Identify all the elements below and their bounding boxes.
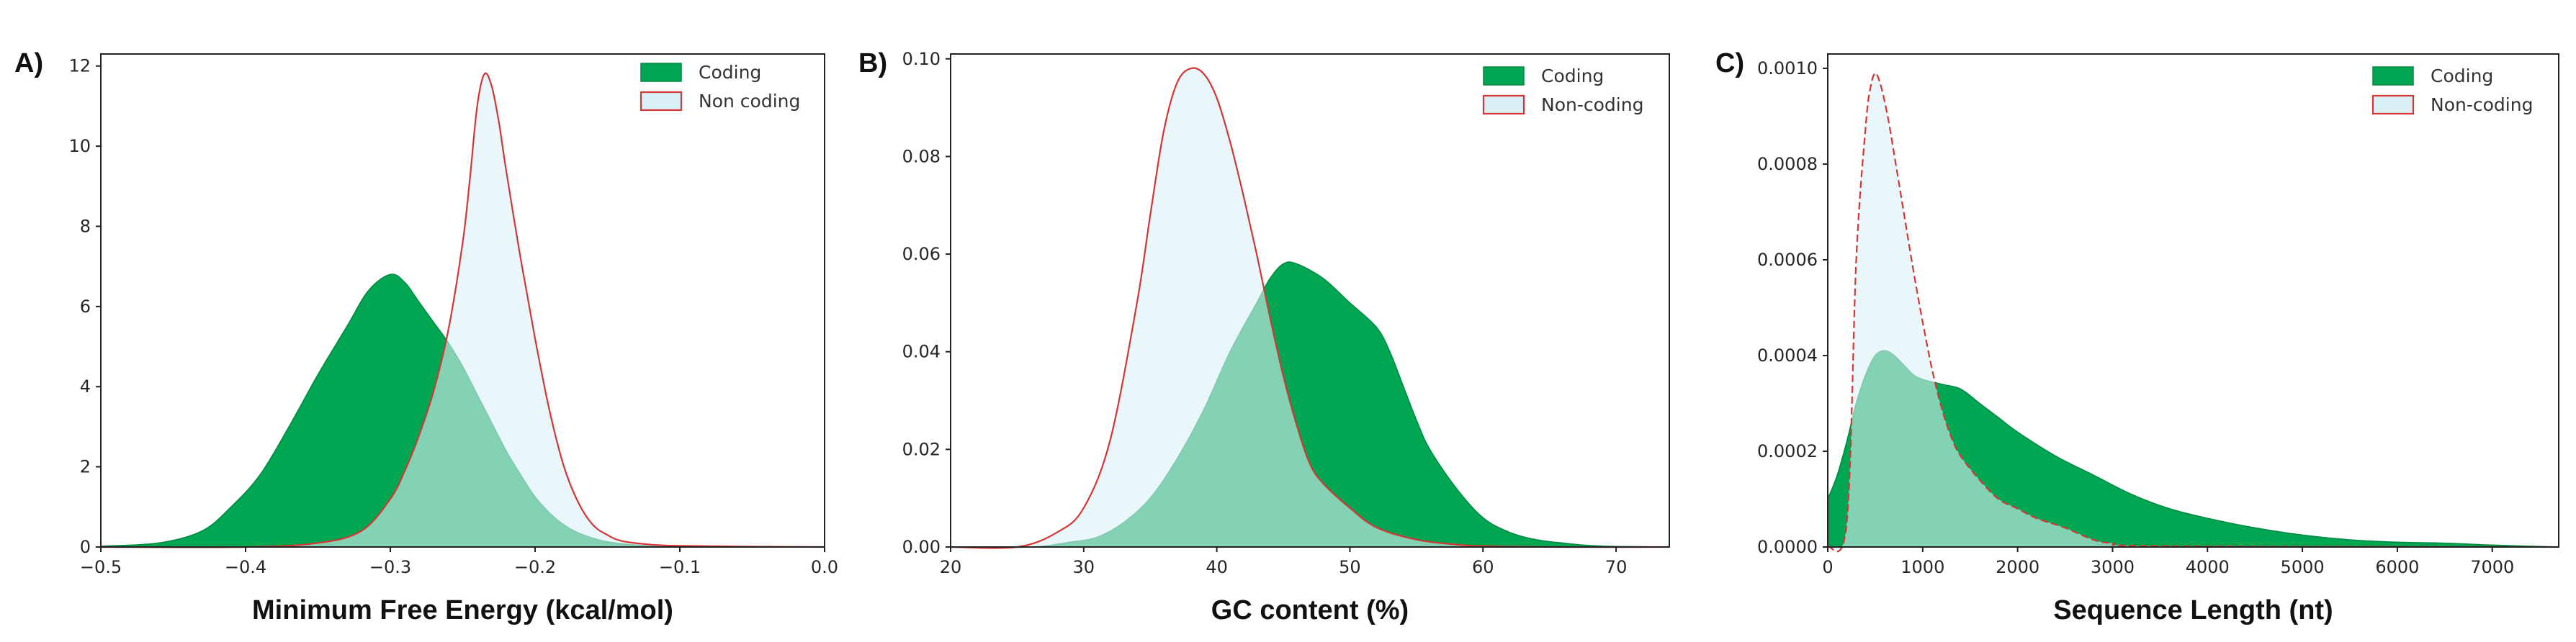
legend-label-coding: Coding — [699, 62, 761, 83]
legend-swatch-non-coding — [1482, 94, 1525, 115]
x-tick-label-a: −0.2 — [514, 557, 556, 577]
panel-a: −0.5 −0.4 −0.3 −0.2 −0.1 0.0 0 2 4 6 8 10 12 Minimum … — [0, 0, 843, 642]
y-tick-label-c: 0.0002 — [1757, 441, 1818, 461]
y-tick-label-c: 0.0010 — [1757, 58, 1818, 78]
y-tick-label-c: 0.0006 — [1757, 250, 1818, 270]
legend-b: Coding Non-coding — [1482, 65, 1643, 115]
y-tick-label-c: 0.0000 — [1757, 537, 1818, 557]
x-tick-label-b: 50 — [1339, 557, 1361, 577]
y-tick-label-b: 0.08 — [902, 146, 941, 166]
x-axis-title-b: GC content (%) — [1211, 595, 1409, 625]
y-tick-label-a: 0 — [80, 537, 91, 557]
panel-b: 20 30 40 50 60 70 0.00 0.02 0.04 0.06 0.08 0.10 GC c… — [843, 0, 1707, 642]
x-tick-label-a: −0.4 — [225, 557, 266, 577]
legend-label-coding: Coding — [1541, 65, 1604, 86]
x-tick-label-a: −0.3 — [369, 557, 411, 577]
area-non-coding-b — [951, 68, 1669, 548]
legend-swatch-coding — [1483, 66, 1525, 86]
legend-label-coding: Coding — [2431, 65, 2493, 86]
y-tick-label-b: 0.04 — [902, 342, 941, 362]
x-tick-label-b: 70 — [1605, 557, 1628, 577]
x-tick-label-c: 5000 — [2281, 557, 2325, 577]
chart-c: 0 1000 2000 3000 4000 5000 6000 7000 0.0000 0.000… — [1715, 48, 2559, 625]
area-coding-c — [1828, 351, 2559, 547]
legend-label-non-coding: Non-coding — [1541, 94, 1643, 115]
legend-label-non-coding: Non-coding — [2431, 94, 2533, 115]
panel-label-b: B) — [858, 48, 887, 78]
y-tick-label-a: 6 — [80, 297, 91, 317]
line-non-coding-c — [1827, 72, 2559, 553]
x-tick-label-c: 1000 — [1900, 557, 1944, 577]
line-non-coding-b — [950, 67, 1670, 549]
plot-frame-c — [1827, 53, 2559, 548]
y-tick-label-a: 12 — [68, 56, 91, 76]
line-non-coding-a — [100, 72, 825, 548]
x-axis-title-c: Sequence Length (nt) — [2053, 595, 2333, 625]
legend-a: Coding Non coding — [639, 62, 800, 112]
area-non-coding-c — [1828, 73, 2559, 552]
y-tick-label-a: 2 — [80, 457, 91, 477]
x-tick-label-c: 3000 — [2091, 557, 2135, 577]
panel-c: 0 1000 2000 3000 4000 5000 6000 7000 0.0000 0.000… — [1707, 0, 2576, 642]
x-tick-label-c: 2000 — [1996, 557, 2039, 577]
panel-label-a: A) — [14, 48, 43, 78]
y-tick-label-b: 0.06 — [902, 244, 941, 264]
y-tick-label-a: 4 — [80, 376, 91, 397]
x-tick-label-a: −0.5 — [80, 557, 122, 577]
x-tick-label-c: 0 — [1822, 557, 1833, 577]
area-coding-b — [951, 262, 1669, 548]
area-non-coding-a — [101, 73, 825, 548]
x-axis-title-a: Minimum Free Energy (kcal/mol) — [252, 595, 673, 625]
x-tick-label-c: 6000 — [2375, 557, 2419, 577]
plot-frame-a — [100, 53, 825, 548]
x-tick-label-b: 20 — [940, 557, 962, 577]
legend-swatch-coding — [640, 63, 682, 82]
x-tick-label-b: 30 — [1073, 557, 1095, 577]
x-tick-label-c: 4000 — [2186, 557, 2230, 577]
y-tick-label-a: 8 — [80, 216, 91, 236]
y-tick-label-b: 0.02 — [902, 439, 941, 459]
x-tick-label-b: 40 — [1206, 557, 1228, 577]
x-tick-label-c: 7000 — [2470, 557, 2514, 577]
x-tick-label-a: 0.0 — [811, 557, 838, 577]
y-tick-label-a: 10 — [68, 136, 91, 156]
chart-b: 20 30 40 50 60 70 0.00 0.02 0.04 0.06 0.08 0.10 GC c… — [858, 48, 1670, 625]
y-tick-label-c: 0.0008 — [1757, 154, 1818, 174]
legend-swatch-coding — [2372, 66, 2414, 86]
legend-c: Coding Non-coding — [2371, 65, 2533, 115]
chart-a: −0.5 −0.4 −0.3 −0.2 −0.1 0.0 0 2 4 6 8 10 12 Minimum … — [14, 48, 838, 625]
x-tick-label-b: 60 — [1472, 557, 1494, 577]
legend-label-non-coding: Non coding — [699, 91, 800, 112]
legend-swatch-non-coding — [639, 91, 683, 112]
legend-swatch-non-coding — [2371, 94, 2415, 115]
x-tick-label-a: −0.1 — [659, 557, 701, 577]
y-tick-label-b: 0.00 — [902, 537, 941, 557]
panel-label-c: C) — [1715, 48, 1744, 78]
plot-frame-b — [950, 53, 1670, 548]
y-tick-label-c: 0.0004 — [1757, 345, 1818, 366]
y-tick-label-b: 0.10 — [902, 49, 941, 69]
